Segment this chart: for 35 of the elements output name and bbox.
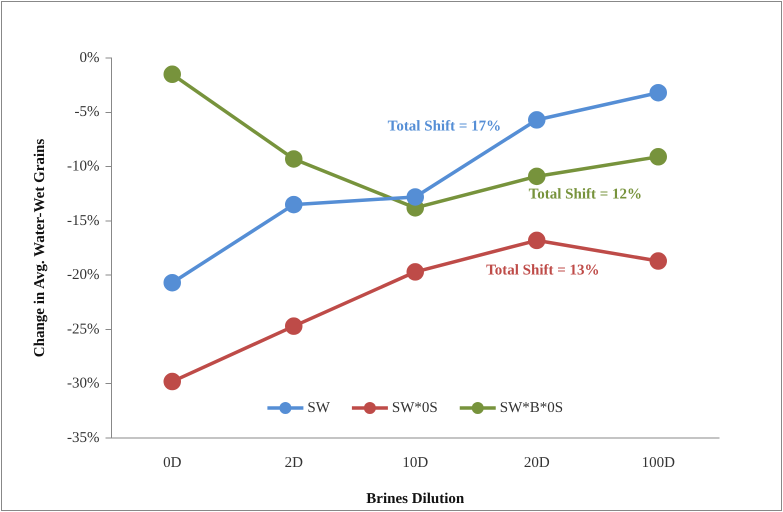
point xyxy=(528,168,546,186)
y-tick-label: -25% xyxy=(66,321,100,338)
x-axis-title: Brines Dilution xyxy=(366,490,465,507)
y-tick-label: -15% xyxy=(66,212,100,229)
legend-label: SW*0S xyxy=(392,400,438,416)
y-tick-label: -30% xyxy=(66,376,100,392)
legend-label: SW*B*0S xyxy=(500,400,564,416)
point xyxy=(163,274,181,292)
annotation: Total Shift = 17% xyxy=(388,118,502,134)
point xyxy=(406,188,424,206)
annotation: Total Shift = 13% xyxy=(486,262,600,279)
y-tick-label: 0% xyxy=(79,50,100,66)
point xyxy=(284,317,302,335)
y-tick-label: -20% xyxy=(66,267,100,284)
point xyxy=(650,252,667,270)
y-tick-label: -5% xyxy=(74,104,100,120)
legend-label: SW xyxy=(307,400,331,416)
y-axis-title: Change in Avg. Water-Wet Grains xyxy=(32,138,48,358)
point xyxy=(528,232,546,250)
point xyxy=(163,372,181,390)
x-tick-label: 20D xyxy=(524,454,550,471)
x-tick-label: 2D xyxy=(284,454,304,471)
point xyxy=(406,263,424,281)
point xyxy=(650,148,667,166)
point xyxy=(163,66,181,84)
y-tick-label: -35% xyxy=(66,430,100,446)
point xyxy=(284,196,302,214)
point xyxy=(650,84,667,102)
x-tick-label: 10D xyxy=(402,454,428,471)
x-tick-label: 100D xyxy=(642,454,676,471)
point xyxy=(528,111,546,129)
point xyxy=(284,150,302,168)
x-tick-label: 0D xyxy=(163,454,182,471)
y-tick-label: -10% xyxy=(66,158,100,175)
annotation: Total Shift = 12% xyxy=(528,186,642,203)
